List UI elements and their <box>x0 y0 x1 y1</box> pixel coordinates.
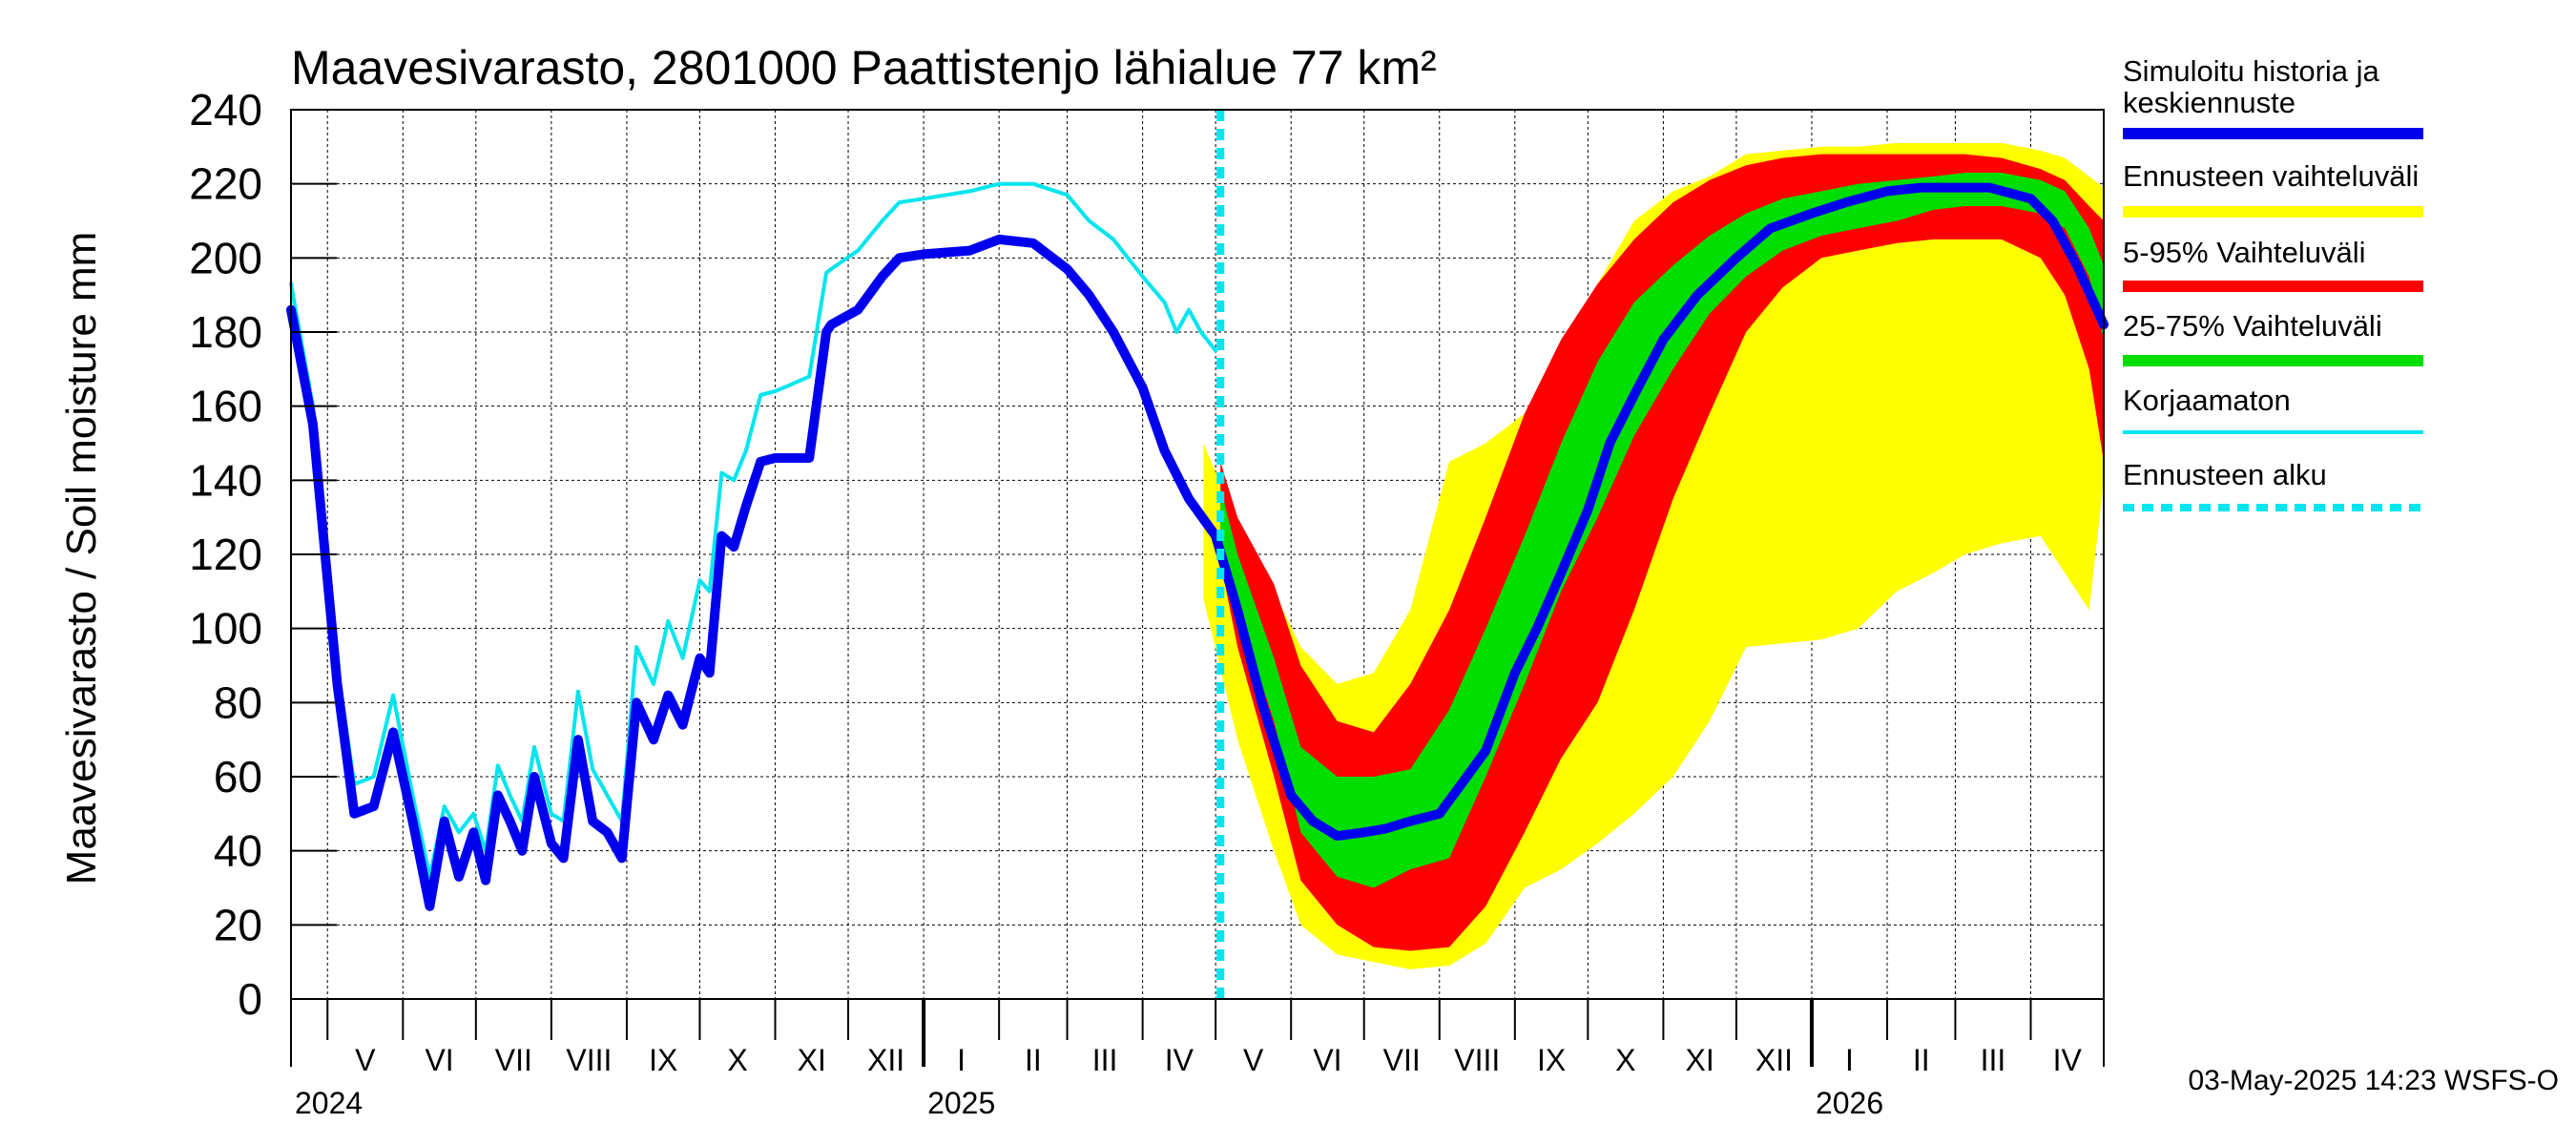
legend-label-2: 5-95% Vaihteluväli <box>2123 236 2365 269</box>
x-month-label-21: II <box>1913 1043 1930 1077</box>
legend-label-5: Ennusteen alku <box>2123 458 2327 491</box>
y-tick-label-160: 160 <box>189 382 262 431</box>
data-series <box>286 181 2109 911</box>
y-axis-label: Maavesivarasto / Soil moisture mm <box>58 232 105 885</box>
x-month-label-16: IX <box>1537 1043 1566 1077</box>
y-tick-label-220: 220 <box>189 159 262 209</box>
x-year-label-2025: 2025 <box>927 1086 995 1120</box>
legend-label-1: Ennusteen vaihteluväli <box>2123 159 2419 193</box>
x-month-label-19: XII <box>1755 1043 1793 1077</box>
chart-title: Maavesivarasto, 2801000 Paattistenjo läh… <box>291 41 1437 94</box>
x-year-label-2026: 2026 <box>1816 1086 1883 1120</box>
x-month-label-3: VIII <box>566 1043 612 1077</box>
x-month-label-2: VII <box>495 1043 532 1077</box>
x-month-label-22: III <box>1981 1043 2006 1077</box>
legend-label-line-0: Simuloitu historia ja <box>2123 54 2380 88</box>
y-tick-label-200: 200 <box>189 233 262 282</box>
x-month-label-13: VI <box>1313 1043 1341 1077</box>
series-simulated-mean <box>286 182 2109 911</box>
x-month-label-17: X <box>1615 1043 1635 1077</box>
x-month-label-8: I <box>957 1043 966 1077</box>
x-month-label-20: I <box>1845 1043 1854 1077</box>
legend: Simuloitu historia ja keskiennuste Ennuste… <box>2123 54 2423 511</box>
x-month-label-0: V <box>355 1043 376 1077</box>
legend-label-0: Simuloitu historia ja keskiennuste <box>2123 54 2380 119</box>
x-month-label-4: IX <box>649 1043 677 1077</box>
series-uncorrected <box>289 181 1218 879</box>
y-tick-label-20: 20 <box>214 900 262 949</box>
plot-frame <box>290 109 2105 1000</box>
x-month-label-14: VII <box>1383 1043 1421 1077</box>
y-tick-label-80: 80 <box>214 677 262 727</box>
x-month-label-1: VI <box>425 1043 453 1077</box>
x-month-label-9: II <box>1025 1043 1042 1077</box>
legend-label-line-1: keskiennuste <box>2123 86 2296 119</box>
x-month-label-15: VIII <box>1454 1043 1500 1077</box>
x-month-label-7: XII <box>867 1043 904 1077</box>
y-tick-label-100: 100 <box>189 604 262 654</box>
y-tick-label-120: 120 <box>189 530 262 579</box>
x-month-label-6: XI <box>798 1043 826 1077</box>
y-tick-label-40: 40 <box>214 826 262 876</box>
y-tick-label-0: 0 <box>238 974 262 1024</box>
x-month-label-5: X <box>727 1043 747 1077</box>
x-year-label-2024: 2024 <box>295 1086 363 1120</box>
y-tick-label-240: 240 <box>189 85 262 135</box>
x-month-label-12: V <box>1243 1043 1264 1077</box>
y-tick-label-140: 140 <box>189 455 262 505</box>
x-month-label-10: III <box>1092 1043 1118 1077</box>
x-month-label-23: IV <box>2053 1043 2083 1077</box>
y-tick-label-180: 180 <box>189 307 262 357</box>
footer-timestamp: 03-May-2025 14:23 WSFS-O <box>2189 1065 2560 1096</box>
legend-label-3: 25-75% Vaihteluväli <box>2123 309 2382 343</box>
y-tick-label-60: 60 <box>214 752 262 802</box>
legend-label-4: Korjaamaton <box>2123 384 2291 417</box>
x-month-label-18: XI <box>1686 1043 1714 1077</box>
x-month-label-11: IV <box>1165 1043 1195 1077</box>
